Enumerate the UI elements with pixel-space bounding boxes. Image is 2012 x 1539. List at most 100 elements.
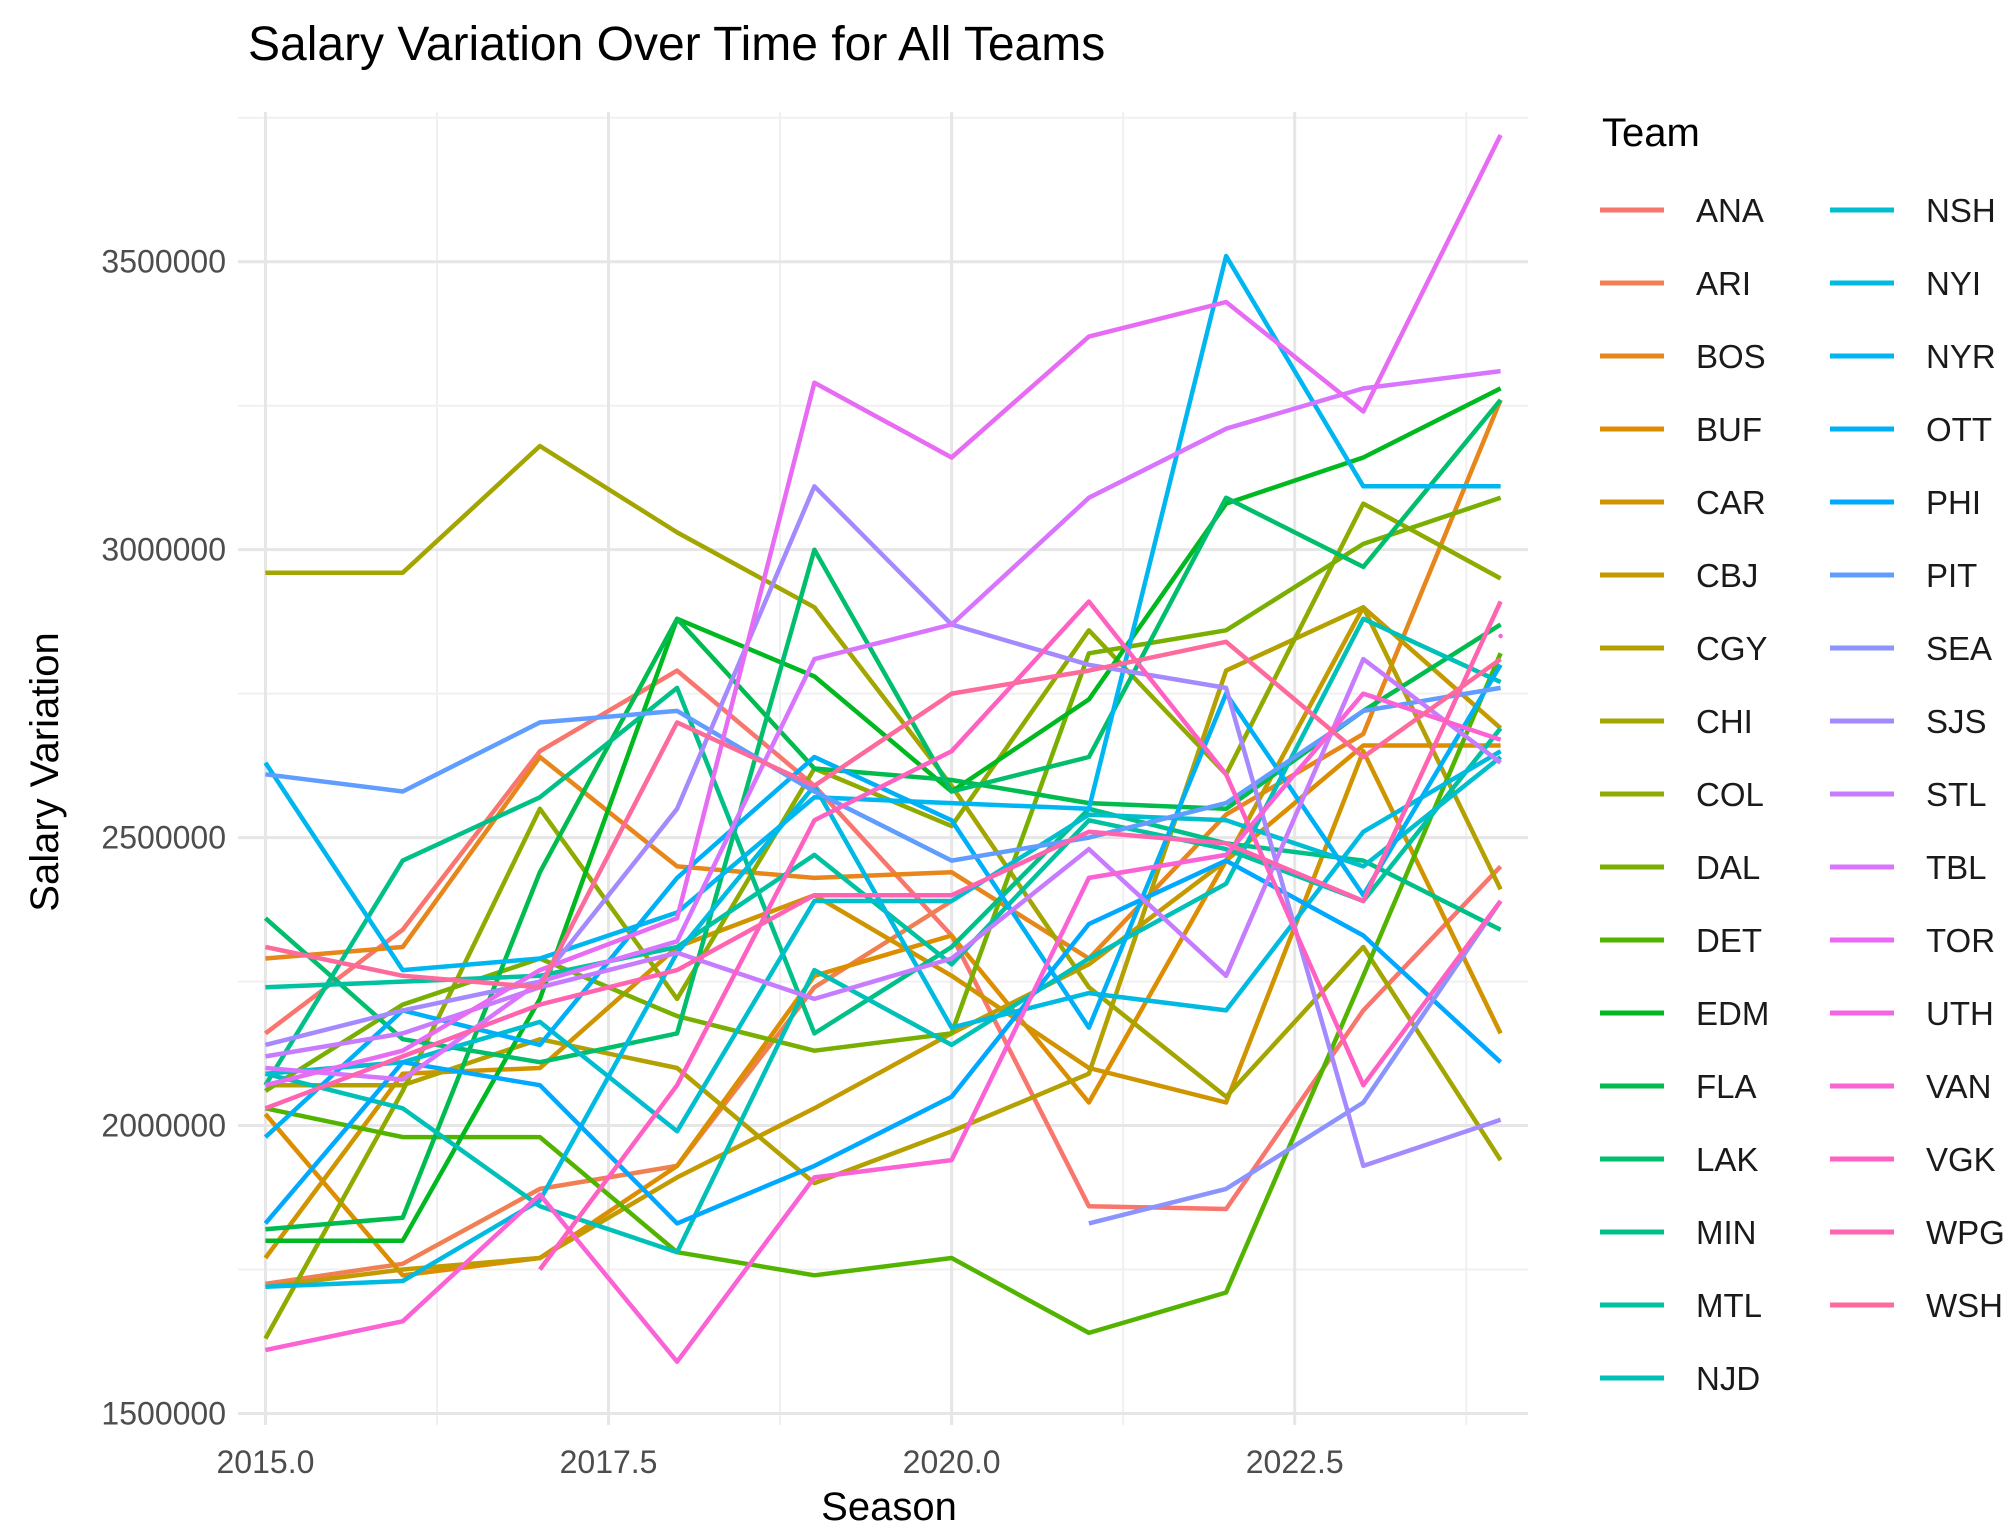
legend-item-mtl: MTL [1600, 1287, 1762, 1324]
series-van [264, 691, 1502, 1364]
legend-item-edm: EDM [1600, 995, 1769, 1032]
legend-label: PIT [1926, 557, 1977, 594]
series-det [264, 652, 1503, 1336]
y-tick-label: 2500000 [101, 820, 226, 856]
legend-label: CGY [1696, 630, 1768, 667]
x-axis-title: Season [821, 1485, 957, 1529]
series-lak [263, 398, 1503, 1065]
series-chi [265, 443, 1503, 1162]
series-line [264, 668, 1503, 1212]
y-tick-label: 1500000 [101, 1395, 226, 1431]
legend-label: TOR [1926, 922, 1995, 959]
series-line [263, 253, 1501, 973]
legend: Team ANA ARI BOS BUF CAR CBJ CGY CHI COL DAL DET ED… [1600, 111, 2005, 1397]
legend-label: TBL [1926, 849, 1987, 886]
series-line [265, 755, 1503, 1134]
legend-label: LAK [1696, 1141, 1758, 1178]
legend-label: PHI [1926, 484, 1981, 521]
legend-item-pit: PIT [1830, 557, 1977, 594]
series-line [265, 605, 1503, 1290]
series-line [264, 691, 1502, 1364]
legend-label: VGK [1926, 1141, 1996, 1178]
series-wpg [264, 600, 1503, 1111]
series-phi [263, 858, 1503, 1226]
series-njd [264, 616, 1502, 1255]
legend-label: CBJ [1696, 557, 1758, 594]
legend-item-phi: PHI [1830, 484, 1981, 521]
legend-item-ari: ARI [1600, 265, 1751, 302]
series-line [538, 599, 1503, 1271]
legend-label: CAR [1696, 484, 1766, 521]
legend-item-van: VAN [1830, 1068, 1991, 1105]
y-tick-label: 2000000 [101, 1108, 226, 1144]
legend-label: NSH [1926, 192, 1996, 229]
series-line [263, 501, 1502, 1340]
series-line [264, 616, 1502, 1255]
x-tick-label: 2020.0 [903, 1444, 1001, 1480]
series-line [1088, 899, 1503, 1226]
x-tick-label: 2022.5 [1246, 1444, 1344, 1480]
legend-label: MIN [1696, 1214, 1757, 1251]
series-nyr [263, 253, 1501, 973]
series-line [264, 652, 1503, 1336]
series-tor [264, 133, 1503, 1088]
legend-item-cgy: CGY [1600, 630, 1768, 667]
legend-item-nyi: NYI [1830, 265, 1981, 302]
series-nsh [265, 755, 1503, 1134]
series-line [263, 858, 1503, 1226]
legend-label: SEA [1926, 630, 1992, 667]
series-wsh [264, 639, 1502, 990]
series-col [263, 501, 1502, 1340]
x-tick-label: 2017.5 [560, 1444, 658, 1480]
y-axis-title: Salary Variation [23, 632, 67, 911]
legend-item-sea: SEA [1830, 630, 1992, 667]
legend-label: DAL [1696, 849, 1760, 886]
chart-title: Salary Variation Over Time for All Teams [248, 18, 1105, 71]
legend-item-det: DET [1600, 922, 1762, 959]
legend-item-nsh: NSH [1830, 192, 1996, 229]
legend-label: FLA [1696, 1068, 1757, 1105]
series-buf [263, 743, 1501, 1278]
legend-label: NYR [1926, 338, 1996, 375]
series-line [265, 685, 1501, 863]
legend-label: UTH [1926, 995, 1994, 1032]
legend-label: NYI [1926, 265, 1981, 302]
legend-item-tor: TOR [1830, 922, 1995, 959]
series-vgk [538, 599, 1503, 1271]
series-line [264, 133, 1503, 1088]
legend-label: VAN [1926, 1068, 1991, 1105]
series-line [263, 685, 1502, 1087]
legend-label: COL [1696, 776, 1764, 813]
series-min [263, 685, 1502, 1087]
legend-label: DET [1696, 922, 1762, 959]
legend-label: NJD [1696, 1360, 1760, 1397]
x-tick-label: 2015.0 [217, 1444, 315, 1480]
legend-label: ARI [1696, 265, 1751, 302]
series-edm [265, 386, 1502, 1243]
legend-title: Team [1602, 111, 1700, 155]
legend-label: CHI [1696, 703, 1753, 740]
legend-item-ott: OTT [1830, 411, 1992, 448]
legend-item-cbj: CBJ [1600, 557, 1758, 594]
series-sea [1088, 899, 1503, 1226]
y-tick-label: 3000000 [101, 532, 226, 568]
series-line [263, 663, 1503, 1139]
legend-item-bos: BOS [1600, 338, 1766, 375]
series-line [264, 639, 1502, 990]
legend-item-wsh: WSH [1830, 1287, 2003, 1324]
legend-label: STL [1926, 776, 1987, 813]
legend-item-buf: BUF [1600, 411, 1762, 448]
legend-label: OTT [1926, 411, 1992, 448]
legend-item-ana: ANA [1600, 192, 1764, 229]
legend-item-fla: FLA [1600, 1068, 1757, 1105]
legend-label: EDM [1696, 995, 1769, 1032]
legend-label: ANA [1696, 192, 1764, 229]
legend-item-njd: NJD [1600, 1360, 1760, 1397]
legend-item-stl: STL [1830, 776, 1987, 813]
legend-item-min: MIN [1600, 1214, 1757, 1251]
legend-item-tbl: TBL [1830, 849, 1987, 886]
legend-item-dal: DAL [1600, 849, 1760, 886]
legend-item-nyr: NYR [1830, 338, 1996, 375]
grid [238, 112, 1528, 1425]
series-line [265, 443, 1503, 1162]
